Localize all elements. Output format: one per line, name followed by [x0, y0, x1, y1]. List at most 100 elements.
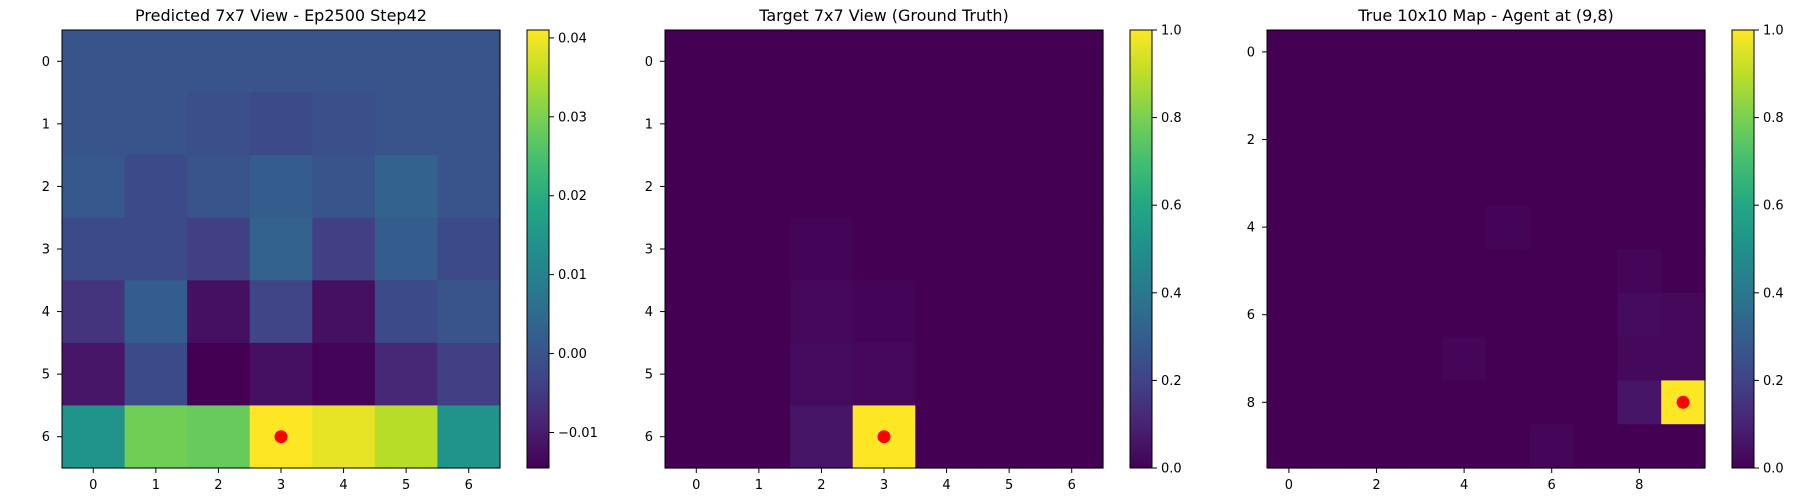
target-ytick-label-6: 6: [645, 430, 653, 445]
true-map-xtick-label-4: 4: [1460, 478, 1468, 493]
true-map-cell-r2-c2: [1354, 117, 1399, 162]
target-cell-r4-c3: [852, 280, 916, 344]
true-map-cell-r3-c1: [1310, 161, 1356, 206]
target-cell-r3-c0: [665, 217, 729, 281]
true-map-cell-r1-c6: [1529, 73, 1575, 119]
predicted-cell-r4-c3: [249, 280, 313, 344]
predicted-cell-r1-c5: [374, 92, 439, 156]
true-map-cell-r8-c6: [1529, 380, 1575, 425]
predicted-cell-r6-c4: [312, 405, 376, 469]
predicted-xtick-label-3: 3: [277, 478, 285, 493]
predicted-xtick-label-6: 6: [465, 478, 473, 493]
predicted-ytick-label-2: 2: [42, 180, 50, 195]
true-map-cell-r9-c3: [1398, 424, 1443, 469]
true-map-cell-r0-c1: [1310, 30, 1356, 75]
predicted-cell-r2-c5: [374, 155, 439, 219]
true-map-cell-r1-c0: [1267, 73, 1312, 119]
true-map-xtick-label-0: 0: [1285, 478, 1293, 493]
true-map-cell-r1-c1: [1310, 73, 1356, 119]
target-xtick-label-2: 2: [817, 478, 825, 493]
true-map-cell-r5-c4: [1442, 249, 1487, 294]
true-map-cell-r5-c1: [1310, 249, 1356, 294]
true-map-cell-r5-c6: [1529, 249, 1575, 294]
true-map-cell-r9-c1: [1310, 424, 1356, 469]
predicted-xtick-label-5: 5: [402, 478, 410, 493]
target-cell-r6-c5: [977, 405, 1042, 469]
predicted-ytick-label-6: 6: [42, 430, 50, 445]
true-map-cell-r7-c7: [1573, 336, 1618, 381]
target-cell-r1-c2: [790, 92, 854, 156]
predicted-ytick-label-0: 0: [42, 55, 50, 70]
true-map-cell-r0-c2: [1354, 30, 1399, 75]
target-cell-r0-c3: [852, 30, 916, 94]
target-cell-r3-c2: [790, 217, 854, 281]
target-cell-r1-c4: [915, 92, 979, 156]
target-cell-r4-c0: [665, 280, 729, 344]
true-map-cell-r4-c6: [1529, 205, 1575, 250]
target-cell-r4-c6: [1040, 280, 1104, 344]
target-title: Target 7x7 View (Ground Truth): [758, 6, 1009, 25]
true-map-cell-r2-c6: [1529, 117, 1575, 162]
true-map-cell-r4-c3: [1398, 205, 1443, 250]
true-map-agent-marker: [1676, 395, 1690, 409]
true-map-cell-r6-c9: [1661, 292, 1706, 338]
target-ytick-label-4: 4: [645, 305, 653, 320]
target-heatmap: Target 7x7 View (Ground Truth) 0 1 2 3 4 5 6 0 1 2…: [645, 6, 1182, 493]
true-map-cell-r5-c2: [1354, 249, 1399, 294]
predicted-cell-r4-c6: [437, 280, 501, 344]
true-map-axes-frame: [1266, 29, 1706, 469]
true-map-cell-r7-c5: [1486, 336, 1531, 381]
true-map-cell-r9-c2: [1354, 424, 1399, 469]
target-ytick-label-3: 3: [645, 243, 653, 258]
true-map-colorbar-tick-label-4: 0.8: [1763, 111, 1784, 126]
true-map-cell-r3-c4: [1442, 161, 1487, 206]
predicted-cell-r6-c0: [62, 405, 126, 469]
predicted-cell-r1-c4: [312, 92, 376, 156]
predicted-cell-r2-c6: [437, 155, 501, 219]
true-map-cell-r5-c0: [1267, 249, 1312, 294]
predicted-cell-r6-c2: [187, 405, 251, 469]
true-map-ytick-label-8: 8: [1247, 396, 1255, 411]
target-cell-r2-c5: [977, 155, 1042, 219]
true-map-cell-r5-c8: [1617, 249, 1662, 294]
true-map-ytick-label-0: 0: [1247, 45, 1255, 60]
true-map-cell-r5-c9: [1661, 249, 1706, 294]
target-cell-r1-c0: [665, 92, 729, 156]
true-map-colorbar-tick-label-3: 0.6: [1763, 199, 1784, 214]
true-map-cell-r2-c0: [1267, 117, 1312, 162]
predicted-colorbar-tick-label-0: −0.01: [558, 426, 598, 441]
predicted-cell-r5-c0: [62, 342, 126, 407]
predicted-cell-r2-c4: [312, 155, 376, 219]
true-map-heatmap: True 10x10 Map - Agent at (9,8) 0 2 4 6 8 0 2 4 6…: [1247, 6, 1784, 493]
true-map-cell-r3-c0: [1267, 161, 1312, 206]
target-ytick-label-1: 1: [645, 117, 653, 132]
predicted-ytick-label-5: 5: [42, 368, 50, 383]
predicted-cell-r6-c5: [374, 405, 439, 469]
true-map-cell-r8-c3: [1398, 380, 1443, 425]
target-cell-r1-c3: [852, 92, 916, 156]
target-colorbar-tick-label-5: 1.0: [1161, 24, 1182, 39]
true-map-cell-r4-c7: [1573, 205, 1618, 250]
true-map-cell-r0-c9: [1661, 30, 1706, 75]
true-map-cell-r4-c5: [1486, 205, 1531, 250]
target-cell-r5-c3: [852, 342, 916, 407]
predicted-cell-r4-c2: [187, 280, 251, 344]
predicted-cell-r4-c5: [374, 280, 439, 344]
true-map-cell-r2-c4: [1442, 117, 1487, 162]
true-map-cell-r7-c8: [1617, 336, 1662, 381]
target-cell-r3-c4: [915, 217, 979, 281]
predicted-cell-r0-c0: [62, 30, 126, 94]
true-map-cell-r4-c0: [1267, 205, 1312, 250]
predicted-cell-r2-c0: [62, 155, 126, 219]
true-map-ytick-label-4: 4: [1247, 221, 1255, 236]
predicted-colorbar: [526, 29, 550, 469]
target-ytick-label-5: 5: [645, 368, 653, 383]
target-cell-r5-c6: [1040, 342, 1104, 407]
predicted-cell-r3-c3: [249, 217, 313, 281]
predicted-cell-r5-c2: [187, 342, 251, 407]
target-xtick-label-3: 3: [880, 478, 888, 493]
true-map-cell-r4-c2: [1354, 205, 1399, 250]
true-map-cell-r6-c4: [1442, 292, 1487, 338]
predicted-cell-r1-c6: [437, 92, 501, 156]
true-map-cell-r5-c3: [1398, 249, 1443, 294]
